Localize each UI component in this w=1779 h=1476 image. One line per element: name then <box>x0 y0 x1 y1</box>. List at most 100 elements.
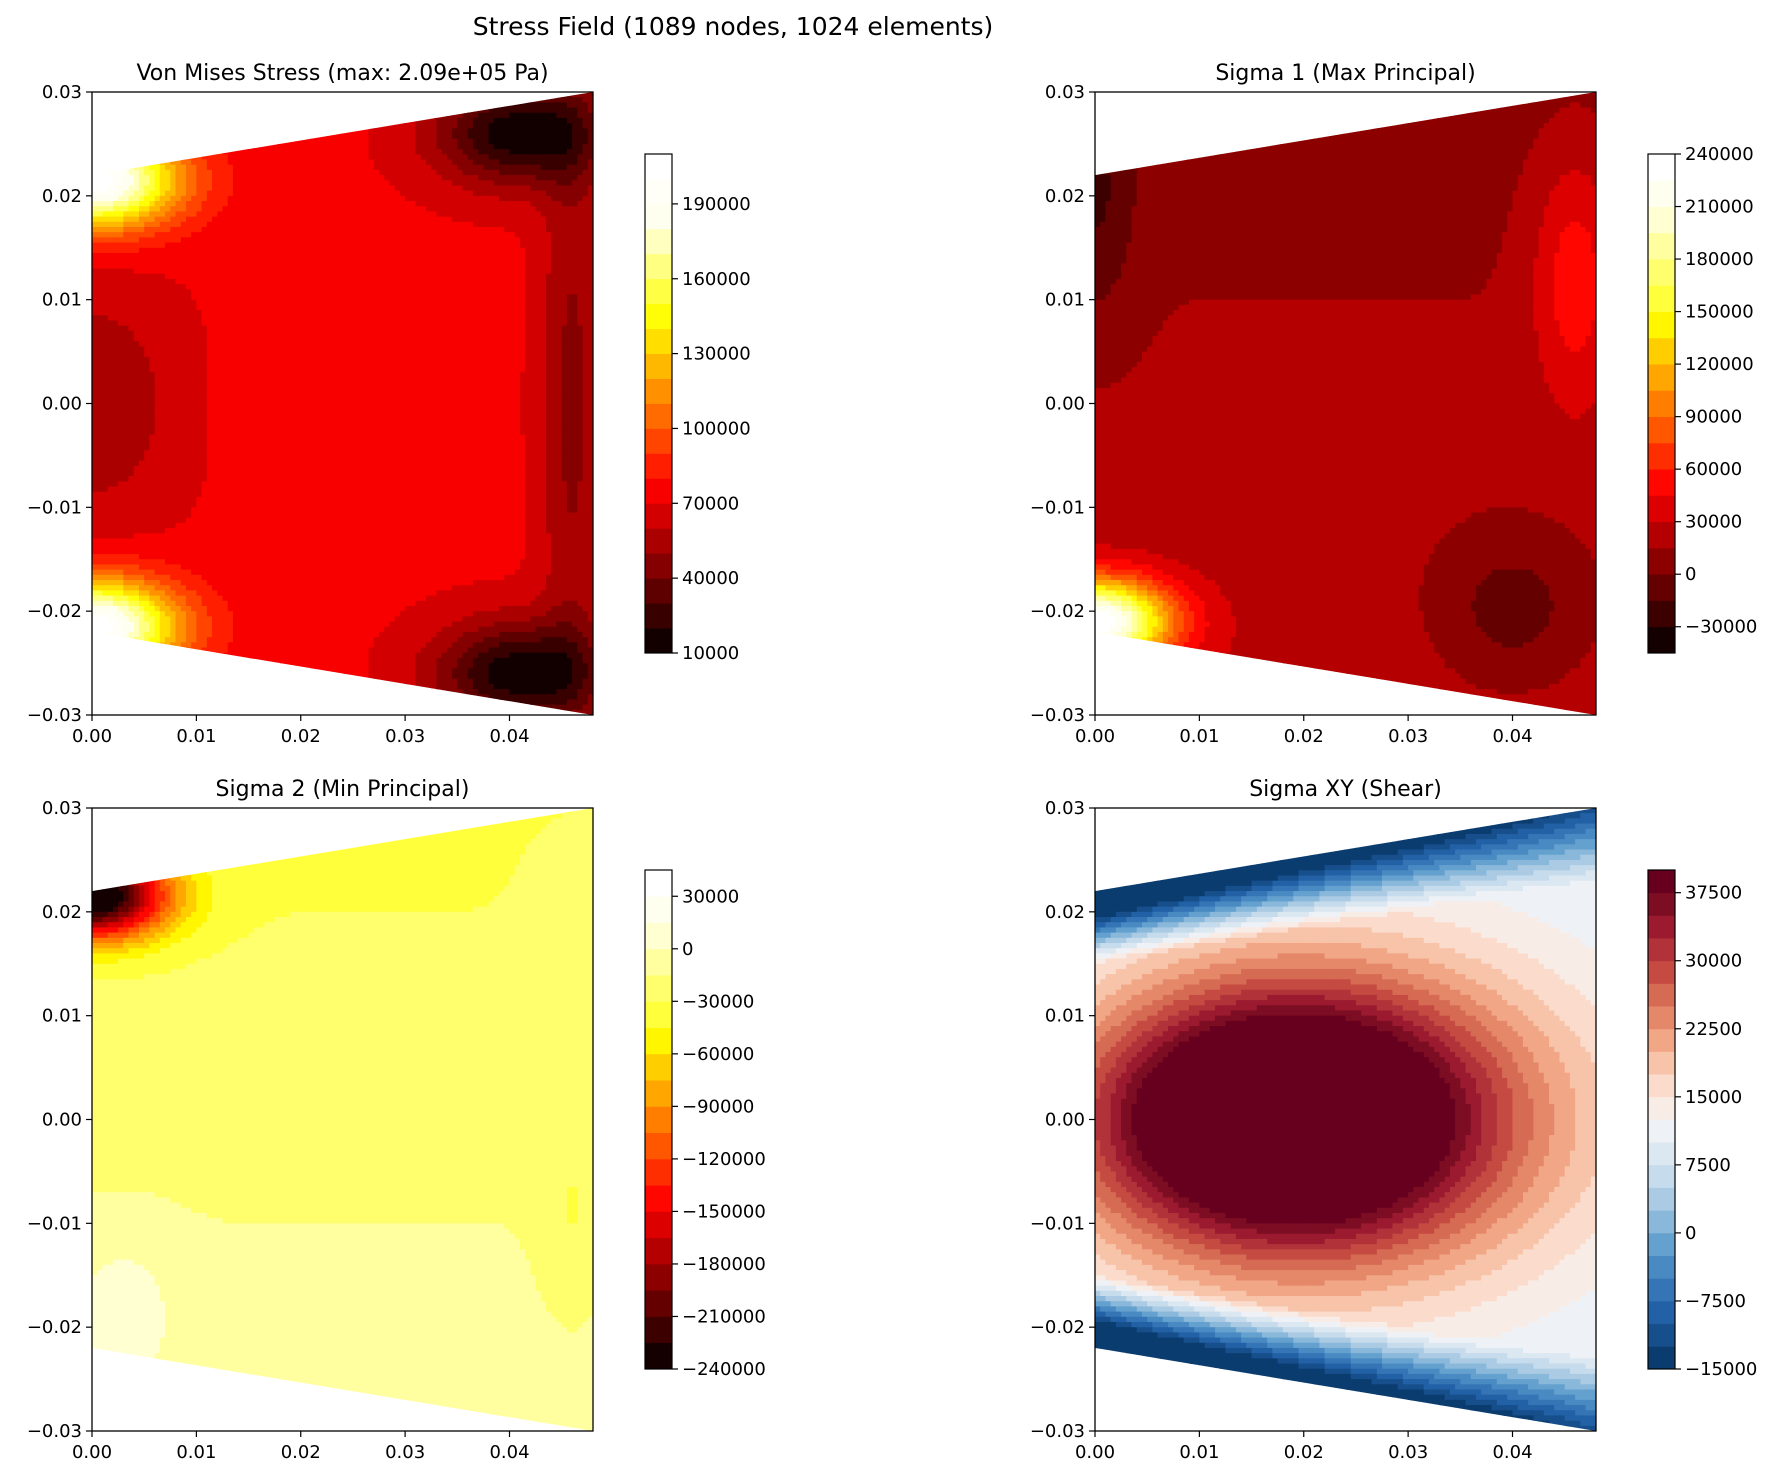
contour-cell <box>191 180 197 187</box>
contour-cell <box>159 445 166 451</box>
contour-cell <box>165 512 171 519</box>
contour-cell <box>269 336 276 342</box>
contour-cell <box>232 247 239 254</box>
contour-cell <box>274 491 281 498</box>
contour-cell <box>170 206 177 213</box>
contour-cell <box>243 491 250 498</box>
contour-cell <box>144 159 151 166</box>
contour-cell <box>159 92 166 98</box>
contour-cell <box>175 657 182 664</box>
contour-cell <box>102 237 109 244</box>
contour-cell <box>92 450 98 457</box>
contour-cell <box>196 294 203 301</box>
contour-cell <box>133 284 140 290</box>
contour-cell <box>238 102 244 109</box>
contour-cell <box>191 455 197 462</box>
contour-cell <box>232 683 239 690</box>
contour-cell <box>112 455 119 462</box>
contour-cell <box>300 580 307 586</box>
contour-cell <box>201 657 208 664</box>
contour-cell <box>97 377 104 384</box>
contour-cell <box>212 554 218 560</box>
contour-cell <box>159 554 166 560</box>
contour-cell <box>295 195 302 202</box>
contour-cell <box>185 325 192 332</box>
contour-cell <box>238 663 244 669</box>
contour-cell <box>144 221 151 228</box>
contour-cell <box>285 206 291 213</box>
contour-cell <box>269 226 276 233</box>
contour-cell <box>144 117 151 124</box>
contour-cell <box>118 647 124 654</box>
contour-cell <box>128 647 135 654</box>
contour-cell <box>264 450 271 457</box>
contour-cell <box>123 242 130 249</box>
contour-cell <box>191 252 197 259</box>
contour-cell <box>295 175 302 181</box>
contour-cell <box>279 538 286 545</box>
contour-cell <box>295 465 302 472</box>
contour-cell <box>138 616 145 623</box>
contour-cell <box>269 694 276 701</box>
contour-cell <box>212 652 218 659</box>
contour-cell <box>243 419 250 425</box>
contour-cell <box>196 637 203 643</box>
contour-cell <box>259 413 265 420</box>
contour-cell <box>232 284 239 290</box>
contour-cell <box>191 652 197 659</box>
contour-cell <box>227 694 234 701</box>
contour-cell <box>154 341 161 347</box>
contour-cell <box>97 367 104 373</box>
contour-cell <box>248 372 255 379</box>
contour-cell <box>175 278 182 285</box>
contour-cell <box>259 221 265 228</box>
contour-cell <box>102 450 109 457</box>
contour-cell <box>97 668 104 675</box>
contour-cell <box>259 689 265 695</box>
contour-cell <box>175 548 182 555</box>
contour-cell <box>112 387 119 394</box>
contour-cell <box>253 445 260 451</box>
contour-cell <box>305 450 312 457</box>
contour-cell <box>206 123 213 129</box>
contour-cell <box>279 330 286 337</box>
contour-cell <box>191 704 197 711</box>
contour-cell <box>238 294 244 301</box>
contour-cell <box>243 175 250 181</box>
contour-cell <box>201 424 208 431</box>
contour-cell <box>128 273 135 280</box>
contour-cell <box>290 211 297 218</box>
contour-cell <box>227 626 234 633</box>
contour-cell <box>264 683 271 690</box>
contour-cell <box>165 626 171 633</box>
contour-cell <box>102 694 109 701</box>
contour-cell <box>144 678 151 685</box>
contour-cell <box>274 263 281 270</box>
contour-cell <box>285 320 291 327</box>
contour-cell <box>274 123 281 129</box>
contour-cell <box>285 92 291 98</box>
contour-cell <box>285 289 291 296</box>
contour-cell <box>222 247 229 254</box>
contour-cell <box>191 585 197 591</box>
contour-cell <box>159 336 166 342</box>
contour-cell <box>133 382 140 389</box>
contour-cell <box>290 652 297 659</box>
contour-cell <box>248 496 255 503</box>
contour-cell <box>243 284 250 290</box>
contour-cell <box>107 107 114 114</box>
contour-cell <box>154 580 161 586</box>
contour-cell <box>253 232 260 238</box>
contour-cell <box>253 554 260 560</box>
contour-cell <box>295 310 302 316</box>
contour-cell <box>112 424 119 431</box>
contour-cell <box>300 180 307 187</box>
contour-cell <box>149 470 156 477</box>
contour-cell <box>159 434 166 441</box>
contour-cell <box>138 528 145 534</box>
contour-cell <box>222 559 229 566</box>
contour-cell <box>159 143 166 150</box>
contour-cell <box>212 689 218 695</box>
contour-cell <box>170 247 177 254</box>
contour-cell <box>112 522 119 529</box>
